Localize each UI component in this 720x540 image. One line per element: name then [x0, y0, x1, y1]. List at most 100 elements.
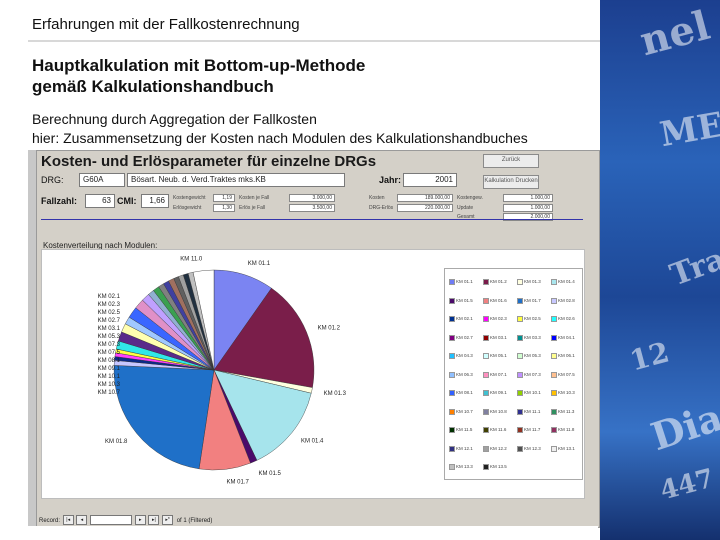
legend-item: KM 02.3 — [483, 316, 507, 322]
legend-label: KM 11.1 — [524, 408, 541, 414]
record-navigation-bar: Record: |◂ ◂ ▸ ▸| ▸* of 1 (Filtered) — [37, 515, 599, 527]
pie-slice-label: KM 10.1 — [98, 374, 121, 380]
metric-field[interactable]: 2.000,00 — [503, 213, 553, 221]
legend-label: KM 13.5 — [490, 464, 507, 470]
legend-swatch — [551, 390, 557, 396]
cost-distribution-label: Kostenverteilung nach Modulen: — [43, 241, 158, 250]
metric-label: Kosten — [369, 195, 385, 201]
embedded-form-screenshot: Kosten- und Erlösparameter für einzelne … — [36, 150, 600, 528]
metric-label: Kostengewicht — [173, 195, 206, 201]
drg-code-field[interactable]: G60A — [79, 173, 125, 187]
legend-item: KM 06.1 — [551, 353, 575, 359]
legend-swatch — [483, 390, 489, 396]
legend-swatch — [483, 334, 489, 341]
drg-description-field[interactable]: Bösart. Neub. d. Verd.Traktes mks.KB — [127, 173, 345, 187]
pie-slice-label: KM 08.1 — [98, 358, 121, 364]
legend-label: KM 07.3 — [524, 371, 541, 377]
legend-label: KM 04.3 — [456, 353, 473, 359]
form-record-selector[interactable] — [28, 150, 36, 526]
previous-record-button[interactable]: ◂ — [76, 515, 88, 526]
metric-field[interactable]: 189.000,00 — [397, 194, 453, 202]
metric-field[interactable]: 3.500,00 — [289, 204, 335, 212]
pie-slice-label: KM 01.2 — [318, 325, 341, 331]
legend-item: KM 11.7 — [517, 427, 540, 433]
deco-word: 447 — [657, 463, 718, 507]
legend-label: KM 07.1 — [490, 371, 507, 377]
deco-word: Diag — [645, 385, 720, 460]
legend-item: KM 06.3 — [449, 371, 473, 378]
legend-swatch — [551, 316, 557, 322]
legend-item: KM 10.1 — [517, 390, 541, 396]
pie-slice — [192, 269, 215, 371]
legend-swatch — [483, 427, 489, 433]
legend-item: KM 01.6 — [483, 297, 507, 304]
jahr-field[interactable]: 2001 — [403, 173, 457, 187]
legend-item: KM 11.6 — [483, 427, 506, 433]
legend-label: KM 11.6 — [490, 427, 507, 433]
footer-logo-strip — [28, 526, 598, 540]
legend-label: KM 02.6 — [558, 316, 575, 322]
legend-item: KM 07.5 — [551, 371, 575, 378]
form-title: Kosten- und Erlösparameter für einzelne … — [41, 153, 377, 170]
print-calculation-button[interactable]: Kalkulation Drucken — [483, 175, 539, 189]
legend-swatch — [517, 408, 523, 415]
slide-description: Berechnung durch Aggregation der Fallkos… — [32, 110, 652, 148]
metric-field[interactable]: 3.000,00 — [289, 194, 335, 202]
pie-slice-label: KM 05.3 — [98, 334, 121, 340]
metric-field[interactable]: 1.000,00 — [503, 194, 553, 202]
pie-slice-label: KM 01.1 — [248, 261, 271, 267]
legend-swatch — [517, 279, 523, 285]
record-number-field[interactable] — [90, 515, 133, 526]
legend-swatch — [517, 427, 523, 433]
metric-field[interactable]: 1,19 — [213, 194, 235, 202]
last-record-button[interactable]: ▸| — [148, 515, 160, 526]
first-record-button[interactable]: |◂ — [62, 515, 74, 526]
legend-label: KM 10.1 — [524, 390, 541, 396]
pie-slice-label: KM 01.7 — [227, 479, 250, 485]
legend-item: KM 03.3 — [517, 334, 541, 341]
legend-swatch — [483, 279, 489, 285]
back-button[interactable]: Zurück — [483, 154, 539, 168]
pie-slice-label: KM 02.5 — [98, 310, 121, 316]
legend-item: KM 13.3 — [449, 464, 473, 470]
next-record-button[interactable]: ▸ — [134, 515, 146, 526]
legend-label: KM 12.1 — [456, 445, 473, 451]
metric-field[interactable]: 1.000,00 — [503, 204, 553, 212]
fallzahl-field[interactable]: 63 — [85, 194, 115, 208]
metric-field[interactable]: 1,30 — [213, 204, 235, 212]
legend-item: KM 11.3 — [551, 408, 574, 415]
metric-field[interactable]: 220.000,00 — [397, 204, 453, 212]
legend-swatch — [551, 297, 557, 304]
legend-item: KM 12.2 — [483, 445, 507, 452]
legend-item: KM 01.7 — [517, 297, 541, 304]
legend-item: KM 01.2 — [483, 279, 507, 285]
legend-item: KM 01.4 — [551, 279, 575, 285]
legend-item: KM 02.5 — [517, 316, 541, 322]
legend-label: KM 10.8 — [490, 408, 507, 414]
pie-slice — [113, 365, 215, 470]
legend-label: KM 10.3 — [558, 390, 575, 396]
legend-swatch — [551, 408, 557, 415]
legend-swatch — [517, 371, 523, 378]
legend-label: KM 05.3 — [524, 353, 541, 359]
legend-swatch — [449, 279, 455, 285]
legend-swatch — [483, 353, 489, 359]
record-count-text: of 1 (Filtered) — [176, 518, 213, 524]
legend-label: KM 01.2 — [490, 279, 507, 285]
legend-label: KM 11.5 — [456, 427, 473, 433]
legend-item: KM 13.1 — [551, 445, 575, 452]
legend-item: KM 11.1 — [517, 408, 541, 415]
slide-title-line: gemäß Kalkulationshandbuch — [32, 77, 274, 96]
description-line: Berechnung durch Aggregation der Fallkos… — [32, 111, 317, 127]
header-divider — [28, 40, 600, 42]
legend-swatch — [483, 297, 489, 304]
cmi-field[interactable]: 1,66 — [141, 194, 169, 208]
drg-label: DRG: — [41, 175, 64, 185]
legend-item: KM 02.1 — [449, 316, 473, 322]
legend-item: KM 07.3 — [517, 371, 541, 378]
pie-slice-label: KM 09.1 — [98, 366, 121, 372]
pie-slice-label: KM 01.5 — [259, 471, 282, 477]
pie-slice — [213, 287, 315, 388]
new-record-button[interactable]: ▸* — [162, 515, 174, 526]
legend-label: KM 01.4 — [558, 279, 575, 285]
